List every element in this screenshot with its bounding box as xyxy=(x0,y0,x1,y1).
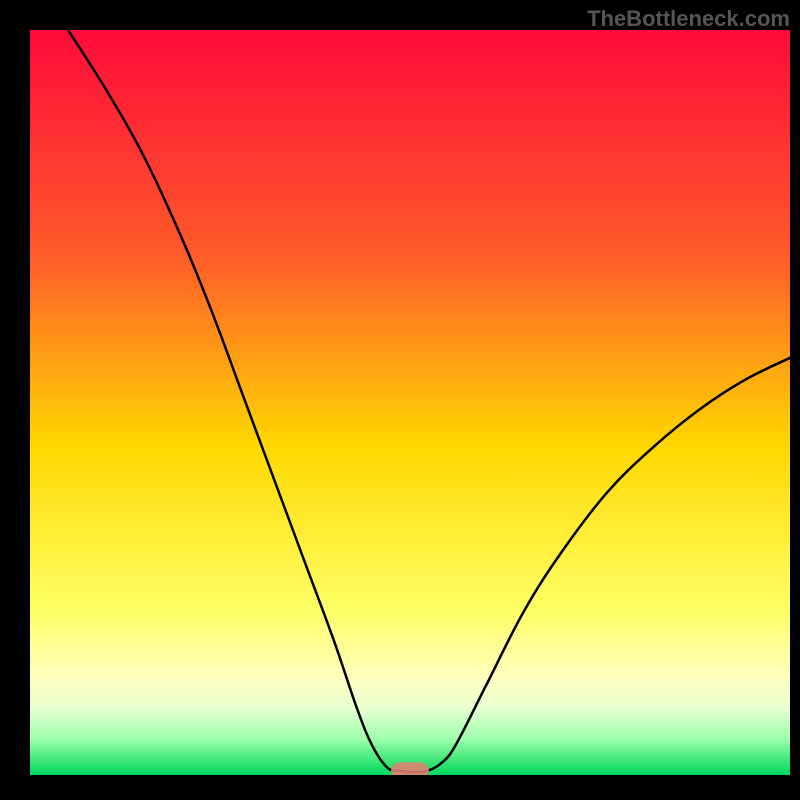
chart-frame: TheBottleneck.com xyxy=(0,0,800,800)
gradient-background xyxy=(30,30,790,775)
optimum-marker xyxy=(391,762,429,775)
bottleneck-chart xyxy=(30,30,790,775)
watermark-text: TheBottleneck.com xyxy=(587,6,790,32)
